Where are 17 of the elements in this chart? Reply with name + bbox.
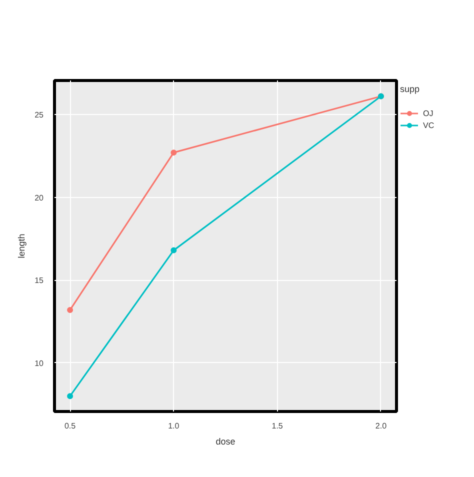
y-tick-label: 10 bbox=[34, 358, 44, 368]
point bbox=[67, 393, 74, 400]
y-axis-title: length bbox=[16, 234, 27, 258]
x-axis-title: dose bbox=[216, 436, 236, 446]
legend-label: OJ bbox=[423, 108, 434, 118]
point bbox=[170, 150, 177, 156]
legend-title: supp bbox=[400, 84, 421, 94]
y-tick-label: 15 bbox=[34, 276, 44, 286]
legend-label: VC bbox=[423, 120, 436, 130]
x-tick-label: 1.5 bbox=[272, 422, 284, 430]
y-tick-label: 20 bbox=[34, 193, 44, 202]
x-tick-label: 1.0 bbox=[168, 422, 180, 430]
x-tick-label: 2.0 bbox=[375, 422, 388, 430]
y-tick-label: 25 bbox=[34, 110, 44, 120]
x-tick-label: 0.5 bbox=[64, 422, 76, 430]
point bbox=[67, 306, 74, 313]
point bbox=[170, 247, 177, 254]
